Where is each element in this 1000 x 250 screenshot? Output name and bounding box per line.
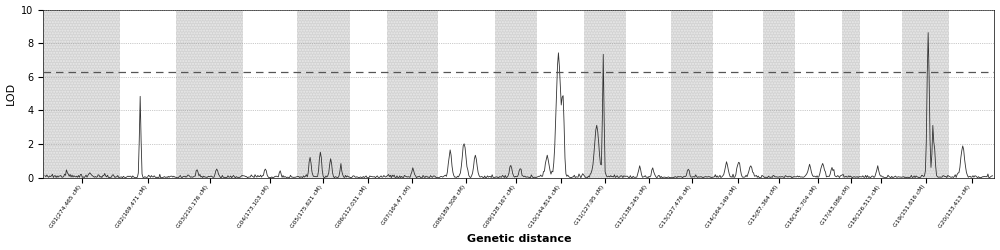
Bar bbox=[495, 10, 537, 178]
Bar bbox=[297, 10, 350, 178]
Bar bbox=[584, 10, 626, 178]
Bar bbox=[495, 10, 537, 178]
Bar bbox=[297, 10, 350, 178]
Bar bbox=[584, 10, 626, 178]
Bar bbox=[763, 10, 795, 178]
Bar bbox=[44, 10, 120, 178]
Bar bbox=[671, 10, 713, 178]
Bar bbox=[763, 10, 795, 178]
Bar bbox=[902, 10, 949, 178]
Bar bbox=[176, 10, 243, 178]
Bar bbox=[842, 10, 860, 178]
X-axis label: Genetic distance: Genetic distance bbox=[467, 234, 571, 244]
Y-axis label: LOD: LOD bbox=[6, 82, 16, 105]
Bar bbox=[44, 10, 120, 178]
Bar bbox=[176, 10, 243, 178]
Bar bbox=[387, 10, 438, 178]
Bar bbox=[671, 10, 713, 178]
Bar bbox=[902, 10, 949, 178]
Bar bbox=[387, 10, 438, 178]
Bar bbox=[842, 10, 860, 178]
